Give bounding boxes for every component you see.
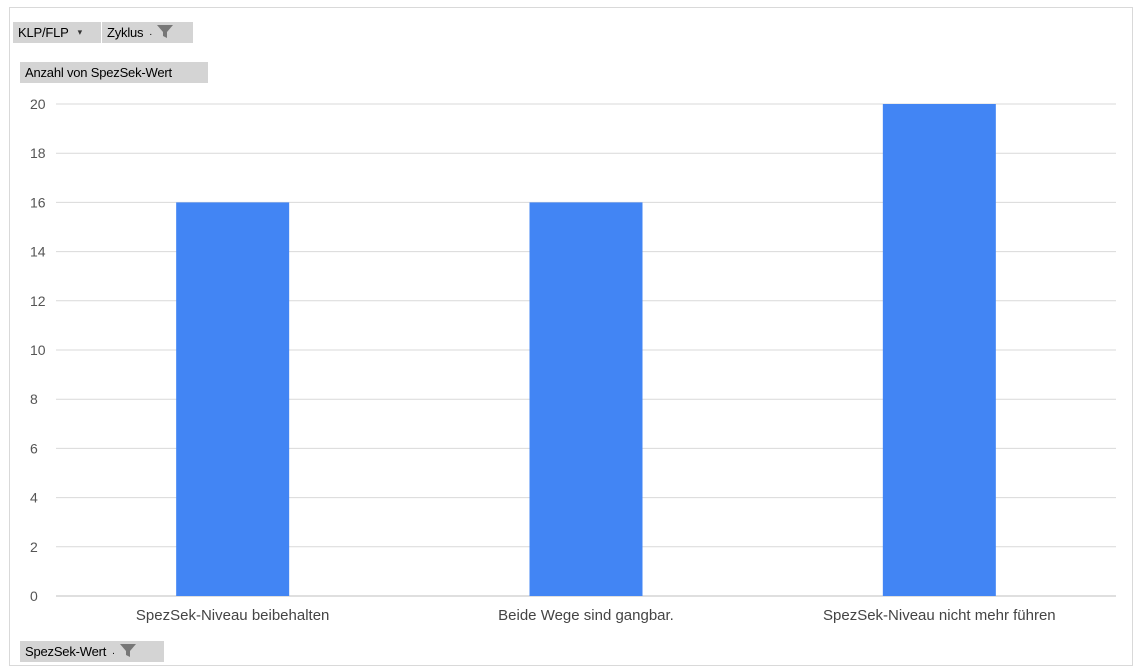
x-category-label: SpezSek-Niveau nicht mehr führen <box>823 607 1056 624</box>
bar[interactable] <box>882 104 996 596</box>
funnel-filter-icon[interactable] <box>119 643 137 661</box>
y-tick-label: 14 <box>30 244 46 260</box>
y-tick-label: 0 <box>30 588 38 604</box>
filter-field-klp-flp-label: KLP/FLP <box>18 25 69 40</box>
bar[interactable] <box>176 202 290 596</box>
filter-field-zyklus[interactable]: Zyklus . <box>102 22 193 43</box>
filter-field-zyklus-label: Zyklus <box>107 25 144 40</box>
axis-field-label: SpezSek-Wert <box>25 644 107 659</box>
dropdown-arrow-icon[interactable]: . <box>112 646 115 657</box>
dropdown-arrow-icon[interactable]: . <box>149 27 153 38</box>
dropdown-arrow-icon[interactable]: ▾ <box>77 27 83 37</box>
y-tick-label: 4 <box>30 490 38 506</box>
value-field-button[interactable]: Anzahl von SpezSek-Wert <box>20 62 208 83</box>
y-tick-label: 10 <box>30 342 46 358</box>
y-tick-label: 16 <box>30 194 46 210</box>
y-tick-label: 12 <box>30 293 46 309</box>
x-category-label: Beide Wege sind gangbar. <box>498 607 674 624</box>
y-tick-label: 20 <box>30 96 46 112</box>
bar[interactable] <box>529 202 643 596</box>
x-category-label: SpezSek-Niveau beibehalten <box>136 607 329 624</box>
filter-field-klp-flp[interactable]: KLP/FLP ▾ <box>13 22 101 43</box>
value-field-label: Anzahl von SpezSek-Wert <box>25 65 172 80</box>
y-tick-label: 8 <box>30 391 38 407</box>
axis-field-button[interactable]: SpezSek-Wert . <box>20 641 164 662</box>
y-tick-label: 2 <box>30 539 38 555</box>
funnel-filter-icon[interactable] <box>156 24 174 42</box>
y-tick-label: 6 <box>30 440 38 456</box>
y-tick-label: 18 <box>30 145 46 161</box>
